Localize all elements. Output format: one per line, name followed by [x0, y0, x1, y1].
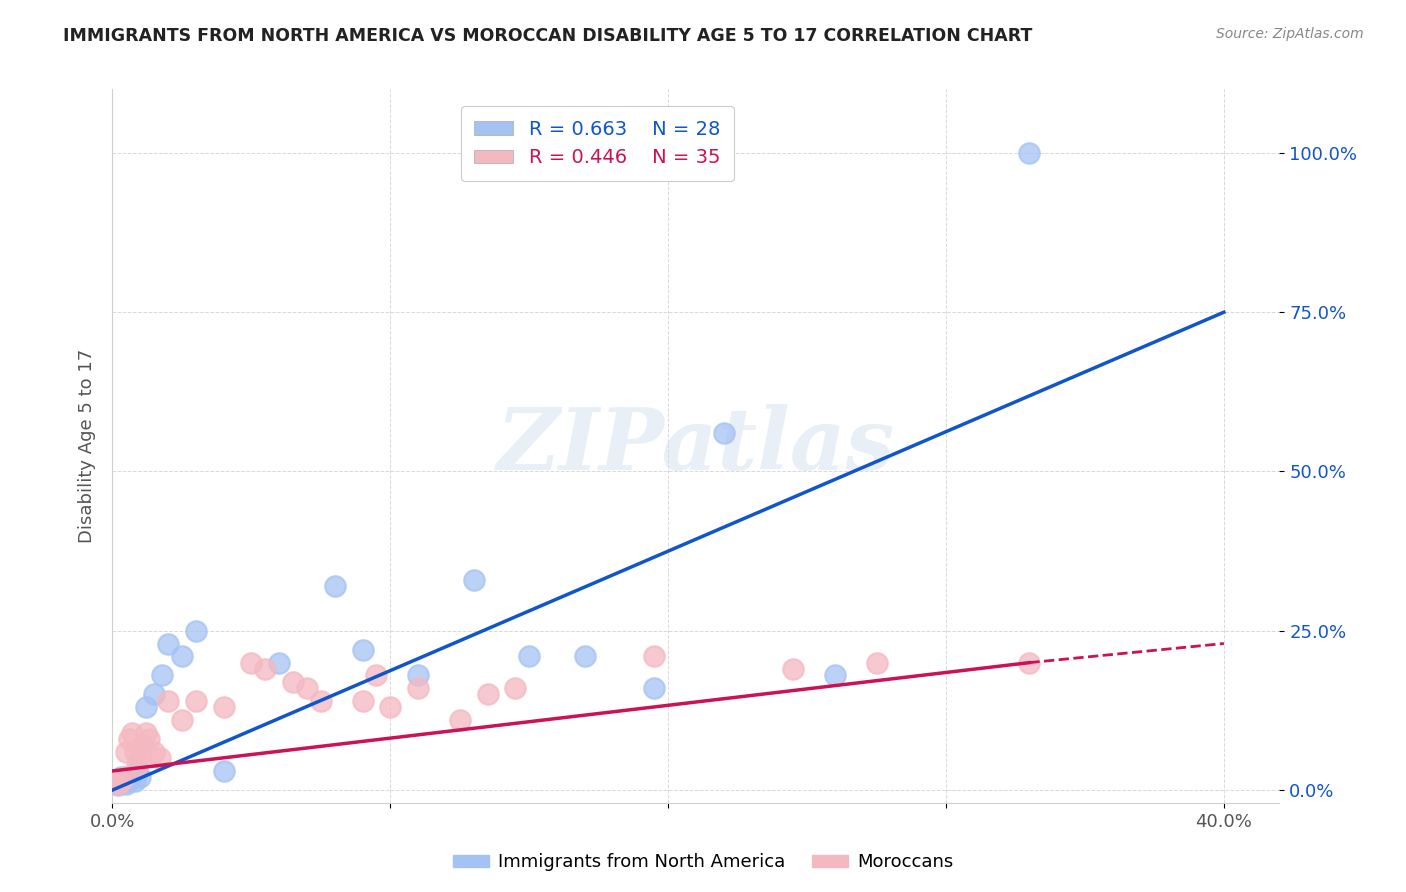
Point	[135, 700, 157, 714]
Text: IMMIGRANTS FROM NORTH AMERICA VS MOROCCAN DISABILITY AGE 5 TO 17 CORRELATION CHA: IMMIGRANTS FROM NORTH AMERICA VS MOROCCA…	[63, 27, 1032, 45]
Point	[127, 764, 149, 778]
Point	[269, 656, 291, 670]
Legend: R = 0.663    N = 28, R = 0.446    N = 35: R = 0.663 N = 28, R = 0.446 N = 35	[461, 106, 734, 181]
Text: Source: ZipAtlas.com: Source: ZipAtlas.com	[1216, 27, 1364, 41]
Point	[865, 656, 887, 670]
Point	[505, 681, 527, 695]
Point	[406, 668, 429, 682]
Point	[129, 751, 152, 765]
Point	[124, 773, 146, 788]
Point	[129, 770, 152, 784]
Point	[152, 668, 174, 682]
Point	[107, 777, 129, 791]
Point	[110, 770, 132, 784]
Point	[212, 700, 235, 714]
Point	[115, 745, 138, 759]
Point	[143, 745, 166, 759]
Point	[477, 688, 499, 702]
Point	[824, 668, 846, 682]
Point	[112, 770, 135, 784]
Point	[107, 778, 129, 792]
Point	[127, 757, 149, 772]
Point	[112, 773, 135, 788]
Point	[115, 777, 138, 791]
Point	[132, 739, 155, 753]
Legend: Immigrants from North America, Moroccans: Immigrants from North America, Moroccans	[446, 847, 960, 879]
Text: ZIPatlas: ZIPatlas	[496, 404, 896, 488]
Point	[170, 713, 193, 727]
Point	[281, 674, 304, 689]
Point	[352, 643, 374, 657]
Point	[1018, 145, 1040, 160]
Point	[157, 694, 180, 708]
Point	[157, 636, 180, 650]
Point	[352, 694, 374, 708]
Point	[118, 773, 141, 788]
Point	[713, 426, 735, 441]
Point	[118, 732, 141, 747]
Point	[782, 662, 804, 676]
Point	[143, 688, 166, 702]
Point	[449, 713, 471, 727]
Point	[121, 725, 143, 739]
Y-axis label: Disability Age 5 to 17: Disability Age 5 to 17	[77, 349, 96, 543]
Point	[240, 656, 263, 670]
Point	[170, 649, 193, 664]
Point	[366, 668, 388, 682]
Point	[643, 649, 665, 664]
Point	[121, 770, 143, 784]
Point	[309, 694, 332, 708]
Point	[295, 681, 318, 695]
Point	[406, 681, 429, 695]
Point	[380, 700, 402, 714]
Point	[104, 773, 127, 788]
Point	[184, 624, 207, 638]
Point	[110, 773, 132, 788]
Point	[135, 725, 157, 739]
Point	[149, 751, 172, 765]
Point	[124, 745, 146, 759]
Point	[254, 662, 277, 676]
Point	[1018, 656, 1040, 670]
Point	[517, 649, 540, 664]
Point	[184, 694, 207, 708]
Point	[463, 573, 485, 587]
Point	[104, 773, 127, 788]
Point	[643, 681, 665, 695]
Point	[138, 732, 160, 747]
Point	[574, 649, 596, 664]
Point	[323, 579, 346, 593]
Point	[212, 764, 235, 778]
